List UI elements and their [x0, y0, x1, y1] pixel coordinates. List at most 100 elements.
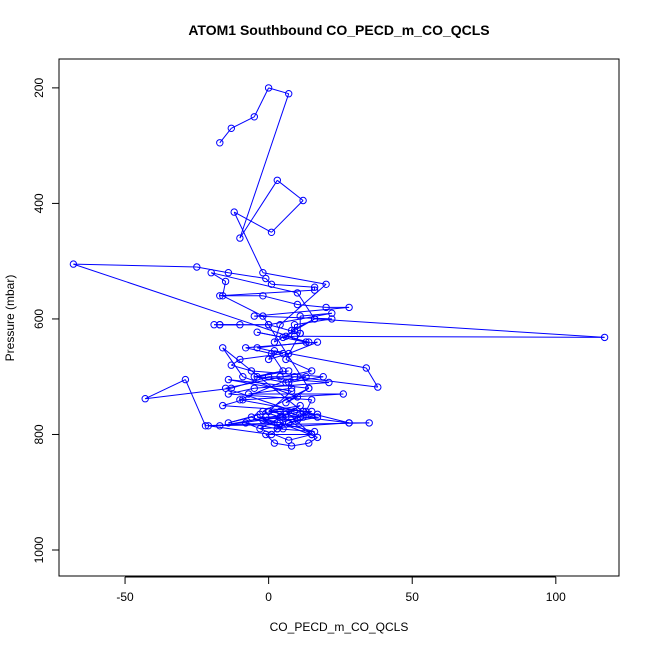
data-point	[204, 422, 213, 430]
data-point	[282, 407, 290, 416]
data-point	[293, 300, 302, 309]
data-point	[279, 349, 287, 358]
series-segment	[233, 211, 272, 233]
y-tick-label: 800	[32, 424, 46, 444]
data-point	[305, 384, 313, 392]
data-point	[310, 283, 319, 291]
series-segment	[73, 263, 197, 268]
series-segment	[219, 289, 315, 297]
data-point	[219, 292, 227, 300]
data-point	[193, 263, 201, 271]
data-point	[313, 410, 322, 418]
data-point	[290, 326, 299, 335]
data-point	[230, 208, 238, 216]
data-point	[290, 332, 299, 340]
data-point	[224, 419, 233, 427]
data-point	[250, 384, 259, 392]
series-segment	[222, 281, 227, 296]
data-point	[219, 401, 227, 410]
data-point	[216, 139, 224, 147]
series-segment	[262, 295, 298, 305]
data-point	[299, 413, 307, 421]
data-point	[267, 430, 276, 439]
data-point	[262, 413, 270, 421]
data-point	[285, 378, 293, 387]
data-point	[219, 344, 227, 352]
series-segment	[262, 272, 327, 285]
data-point	[216, 321, 224, 329]
x-tick-label: -50	[116, 590, 134, 604]
data-point	[227, 361, 236, 369]
data-point	[313, 338, 322, 346]
data-point	[279, 413, 287, 421]
data-point	[328, 315, 336, 323]
data-point	[305, 338, 313, 346]
data-point	[264, 355, 273, 364]
series-segment	[291, 318, 315, 331]
series-segment	[271, 200, 304, 233]
series-segment	[145, 387, 232, 400]
data-point	[227, 384, 236, 392]
data-point	[345, 419, 353, 427]
series-segment	[285, 335, 309, 343]
series-segment	[254, 315, 332, 320]
series-segment	[228, 393, 312, 401]
data-point	[247, 367, 256, 375]
series-segment	[297, 304, 327, 308]
series-segment	[257, 370, 289, 378]
series-segment	[288, 434, 312, 441]
series-segment	[144, 379, 186, 400]
data-point	[285, 419, 293, 427]
y-tick-label: 1000	[32, 536, 46, 563]
data-point	[273, 176, 281, 185]
data-point	[270, 439, 279, 447]
data-point	[296, 329, 304, 338]
series-segment	[274, 350, 367, 369]
data-point	[242, 419, 250, 427]
series-segment	[239, 180, 278, 239]
x-tick-label: 50	[406, 590, 420, 604]
y-axis: 200 400 600 800 1000	[32, 78, 60, 563]
x-tick-label: 100	[546, 590, 566, 604]
data-point	[247, 413, 256, 421]
series-segment	[271, 428, 278, 435]
y-tick-label: 400	[32, 193, 46, 213]
series-segment	[184, 379, 206, 426]
data-point	[259, 312, 267, 320]
series-segment	[365, 367, 379, 388]
data-point	[600, 333, 609, 342]
data-point	[279, 425, 287, 433]
data-point	[313, 433, 322, 442]
data-point	[201, 422, 210, 430]
data-point	[221, 384, 230, 392]
data-point	[285, 90, 293, 98]
series-segment	[257, 341, 309, 349]
series-segment	[233, 211, 264, 273]
data-point	[322, 303, 330, 312]
data-point	[374, 383, 382, 391]
data-point	[253, 373, 261, 381]
data-point	[293, 393, 302, 401]
data-point	[253, 328, 261, 336]
data-point	[207, 269, 215, 277]
data-point	[339, 390, 347, 398]
data-point	[273, 419, 281, 427]
data-point	[308, 430, 316, 439]
data-point	[262, 430, 270, 439]
data-point	[285, 367, 293, 375]
series-segment	[231, 116, 255, 129]
series-segment	[228, 272, 266, 279]
data-point	[279, 367, 287, 375]
data-point	[322, 280, 330, 288]
series-segment	[308, 436, 318, 444]
series-segment	[242, 393, 344, 401]
data-point	[313, 413, 322, 421]
data-point	[267, 280, 276, 288]
series-segment	[254, 306, 350, 317]
series-segment	[73, 263, 307, 343]
x-axis-label: CO_PECD_m_CO_QCLS	[270, 620, 409, 634]
data-point	[264, 373, 273, 381]
data-point	[302, 338, 310, 346]
data-point	[242, 344, 250, 352]
